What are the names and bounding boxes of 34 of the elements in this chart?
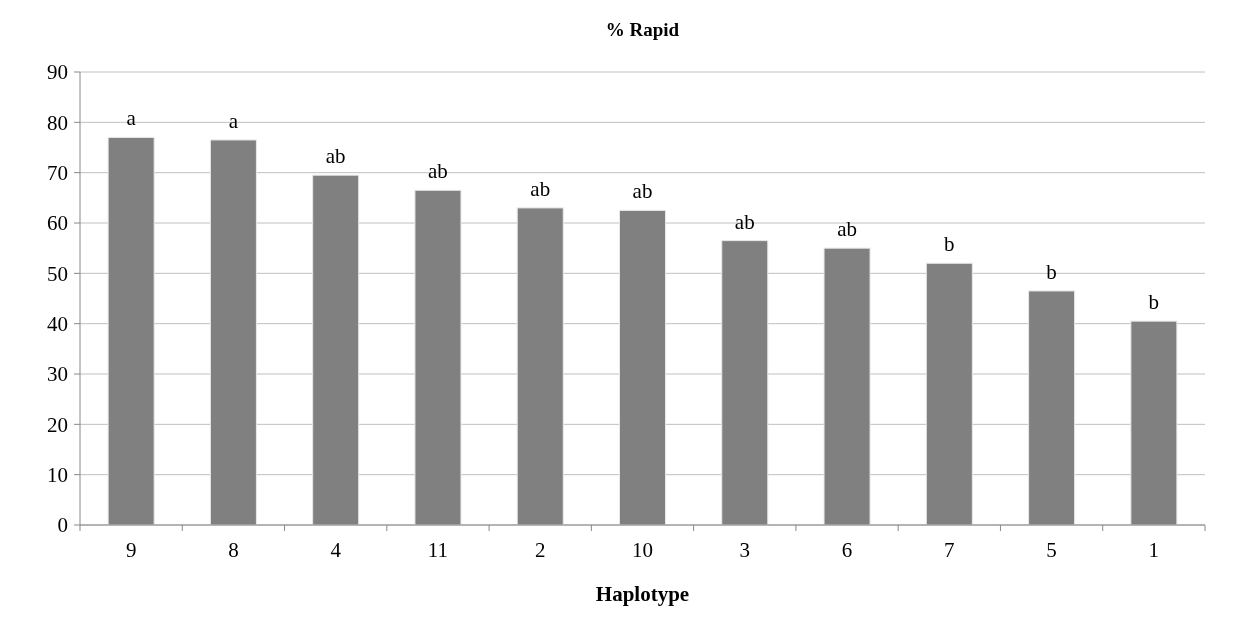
annotation: ab xyxy=(837,217,857,242)
x-tick-label: 7 xyxy=(944,538,955,562)
x-tick-label: 5 xyxy=(1046,538,1057,562)
x-tick-label: 1 xyxy=(1148,538,1160,562)
annotation: b xyxy=(1046,259,1057,284)
annotation: ab xyxy=(632,179,653,204)
x-axis-title: Haplotype xyxy=(595,582,690,606)
y-tick-label: 80 xyxy=(47,110,68,135)
x-tick-label: 8 xyxy=(228,538,239,562)
x-tick-label: 3 xyxy=(739,538,751,562)
annotation: a xyxy=(228,108,239,133)
x-tick-label: 2 xyxy=(534,538,546,562)
x-tick-label: 9 xyxy=(125,538,137,562)
annotation: b xyxy=(1148,290,1160,315)
x-tick-label: 4 xyxy=(330,538,342,562)
y-tick-label: 60 xyxy=(47,211,68,236)
x-tick-label: 10 xyxy=(632,538,653,562)
annotation: ab xyxy=(428,159,448,184)
y-tick-label: 30 xyxy=(47,362,68,387)
chart-title: % Rapid xyxy=(605,19,680,40)
annotation: a xyxy=(126,106,137,131)
annotation: ab xyxy=(734,209,755,234)
annotation: b xyxy=(944,232,955,257)
y-tick-label: 90 xyxy=(47,60,68,85)
y-tick-label: 40 xyxy=(47,312,68,337)
x-tick-label: 11 xyxy=(427,538,449,562)
y-tick-label: 50 xyxy=(47,261,68,286)
x-tick-label: 6 xyxy=(841,538,853,562)
annotation: ab xyxy=(325,144,346,169)
y-tick-label: 20 xyxy=(47,412,68,437)
y-tick-label: 70 xyxy=(47,161,68,186)
annotation: ab xyxy=(530,176,551,201)
y-tick-label: 0 xyxy=(57,513,68,538)
y-tick-label: 10 xyxy=(47,463,68,488)
